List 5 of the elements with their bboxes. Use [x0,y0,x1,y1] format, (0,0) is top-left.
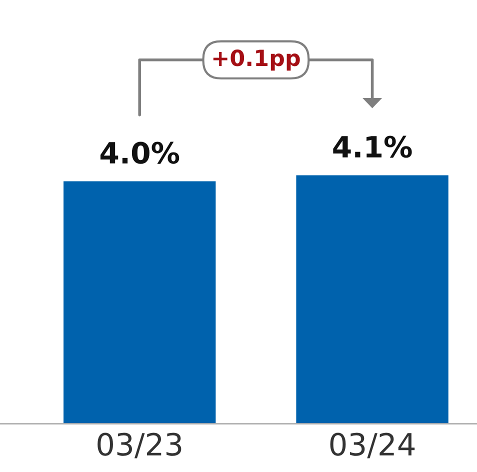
data-label: 4.0% [100,142,180,164]
x-tick-label: 03/23 [98,432,182,458]
x-tick-label: 03/24 [330,432,415,458]
text: +0.1pp [213,49,300,71]
data-label: 4.1% [333,136,412,158]
